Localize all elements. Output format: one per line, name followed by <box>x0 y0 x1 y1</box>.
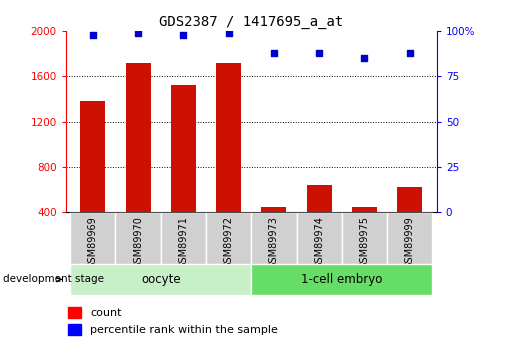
Text: 1-cell embryo: 1-cell embryo <box>301 273 382 286</box>
Point <box>134 30 142 36</box>
Text: GSM89971: GSM89971 <box>178 216 188 269</box>
Bar <box>68 324 81 335</box>
Bar <box>161 212 206 264</box>
Point <box>315 50 323 56</box>
Text: oocyte: oocyte <box>141 273 180 286</box>
Bar <box>80 101 105 212</box>
Bar <box>296 212 342 264</box>
Point <box>270 50 278 56</box>
Point <box>179 32 187 38</box>
Text: GSM89969: GSM89969 <box>88 216 98 268</box>
Bar <box>68 307 81 318</box>
Bar <box>70 264 251 295</box>
Text: count: count <box>90 308 121 317</box>
Text: GSM89972: GSM89972 <box>224 216 234 269</box>
Bar <box>116 212 161 264</box>
Bar <box>70 212 116 264</box>
Point <box>89 32 97 38</box>
Bar <box>352 207 377 212</box>
Text: GSM89975: GSM89975 <box>360 216 369 269</box>
Point <box>225 30 233 36</box>
Point <box>361 56 369 61</box>
Bar <box>126 63 150 212</box>
Text: GSM89999: GSM89999 <box>405 216 415 268</box>
Text: GSM89970: GSM89970 <box>133 216 143 269</box>
Bar <box>216 63 241 212</box>
Bar <box>171 85 196 212</box>
Bar <box>262 207 286 212</box>
Text: GSM89974: GSM89974 <box>314 216 324 269</box>
Bar <box>387 212 432 264</box>
Text: development stage: development stage <box>3 275 104 284</box>
Bar <box>251 264 432 295</box>
Bar <box>307 185 332 212</box>
Text: percentile rank within the sample: percentile rank within the sample <box>90 325 278 335</box>
Title: GDS2387 / 1417695_a_at: GDS2387 / 1417695_a_at <box>159 14 343 29</box>
Bar <box>251 212 296 264</box>
Bar <box>397 187 422 212</box>
Bar <box>342 212 387 264</box>
Text: GSM89973: GSM89973 <box>269 216 279 269</box>
Bar <box>206 212 251 264</box>
Point <box>406 50 414 56</box>
